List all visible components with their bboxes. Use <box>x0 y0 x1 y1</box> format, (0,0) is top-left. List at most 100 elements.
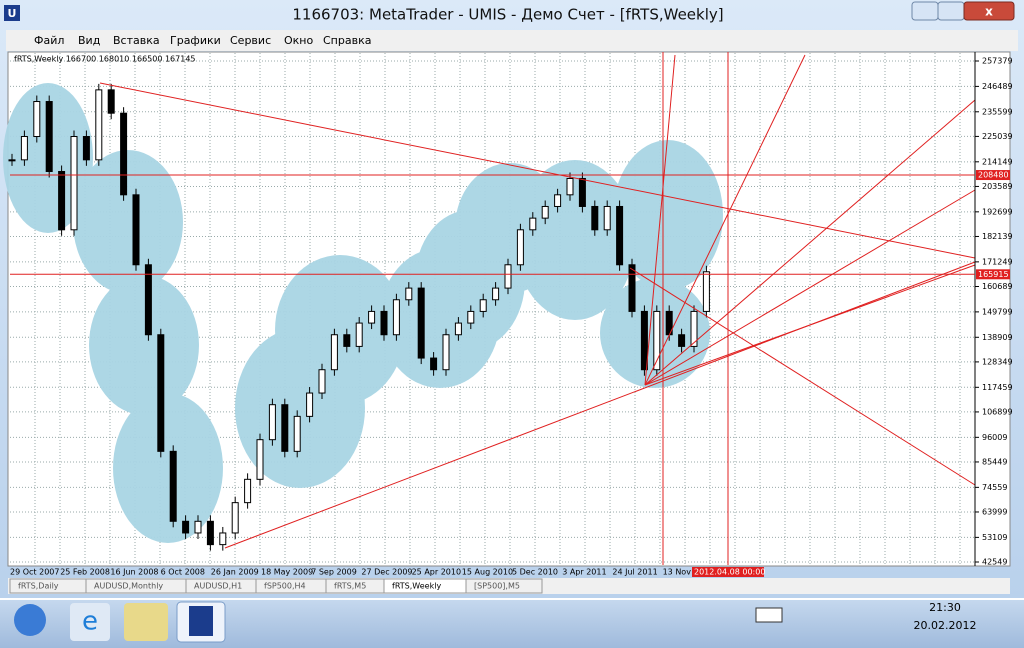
candle <box>653 310 661 371</box>
price-label: 171249 <box>982 257 1013 266</box>
ie-glyph: e <box>82 607 98 637</box>
tab-label: AUDUSD,H1 <box>194 582 242 591</box>
price-label: 106899 <box>982 407 1013 416</box>
candle <box>566 177 574 196</box>
tab-label: fRTS,Daily <box>18 582 59 591</box>
menu-item[interactable]: Файл <box>34 34 64 47</box>
menu-item[interactable]: Окно <box>284 34 313 47</box>
price-marker: 208480 <box>978 171 1009 180</box>
candle <box>454 322 462 336</box>
price-label: 225039 <box>982 132 1013 141</box>
ie-icon[interactable] <box>70 603 110 641</box>
price-label: 192699 <box>982 207 1013 216</box>
explorer-icon[interactable] <box>124 603 168 641</box>
candle <box>368 310 376 324</box>
app-icon-letter: U <box>8 7 17 20</box>
price-label: 74559 <box>982 483 1007 492</box>
chart-header: fRTS,Weekly 166700 168010 166500 167145 <box>14 55 196 64</box>
price-label: 63999 <box>982 507 1007 516</box>
candle <box>541 205 549 219</box>
menu-item[interactable]: Справка <box>323 34 371 47</box>
candle <box>330 334 338 371</box>
close-glyph: x <box>985 5 993 19</box>
price-marker: 165915 <box>978 270 1009 279</box>
candle <box>157 334 165 452</box>
date-label: 5 Dec 2010 <box>512 568 558 577</box>
candle <box>244 478 252 504</box>
window-controls: x <box>911 1 1015 21</box>
menu-item[interactable]: Графики <box>170 34 221 47</box>
candle <box>479 299 487 312</box>
price-label: 257379 <box>982 57 1013 66</box>
price-label: 128349 <box>982 357 1013 366</box>
date-label: 29 Oct 2007 <box>10 568 59 577</box>
candle <box>33 101 41 138</box>
candle <box>554 194 562 207</box>
price-label: 117459 <box>982 383 1013 392</box>
candle <box>417 287 425 359</box>
start-button[interactable] <box>14 604 46 636</box>
tab-label: AUDUSD,Monthly <box>94 582 163 591</box>
candle <box>405 287 413 301</box>
cursor-date-box <box>692 567 764 577</box>
candle <box>8 159 16 162</box>
candle <box>206 520 214 546</box>
menu-item[interactable]: Вид <box>78 34 101 47</box>
candle <box>95 89 103 161</box>
app-icon <box>4 5 20 21</box>
candle <box>430 357 438 371</box>
price-label: 182139 <box>982 232 1013 241</box>
menu-bar <box>6 30 1018 51</box>
price-label: 96009 <box>982 433 1007 442</box>
date-label: 15 Aug 2010 <box>462 568 513 577</box>
date-label: 27 Dec 2009 <box>361 568 412 577</box>
date-label: 6 Oct 2008 <box>161 568 205 577</box>
candle <box>578 177 586 207</box>
date-label: 25 Feb 2008 <box>60 568 110 577</box>
candle <box>343 334 351 347</box>
candle <box>640 310 648 371</box>
close-button[interactable] <box>963 1 1015 21</box>
date-label: 25 Apr 2010 <box>412 568 461 577</box>
price-label: 246489 <box>982 82 1013 91</box>
trend-lines <box>99 52 976 565</box>
date-label: 3 Apr 2011 <box>562 568 606 577</box>
candle <box>182 520 190 534</box>
candle <box>20 136 28 161</box>
tab[interactable] <box>465 578 543 594</box>
candle <box>219 532 227 546</box>
price-label: 42549 <box>982 558 1007 567</box>
candle <box>516 229 524 266</box>
candle <box>690 310 698 347</box>
price-marker-box <box>976 269 1010 280</box>
date-label: 13 Nov <box>663 568 692 577</box>
tab-label: fSP500,H4 <box>264 582 306 591</box>
candle <box>616 205 624 266</box>
price-label: 160689 <box>982 282 1013 291</box>
menu-item[interactable]: Сервис <box>230 34 271 47</box>
date-label: 16 Jun 2008 <box>110 568 158 577</box>
candle <box>231 502 239 534</box>
clock-time[interactable]: 21:30 <box>929 601 961 614</box>
candle <box>467 310 475 324</box>
date-label: 7 Sep 2009 <box>311 568 357 577</box>
minimize-button[interactable] <box>911 1 939 21</box>
maximize-button[interactable] <box>937 1 965 21</box>
price-label: 138909 <box>982 333 1013 342</box>
menu-item[interactable]: Вставка <box>113 34 160 47</box>
price-label: 85449 <box>982 457 1007 466</box>
candle <box>492 287 500 301</box>
clock-date[interactable]: 20.02.2012 <box>914 619 977 632</box>
cursor-date: 2012.04.08 00:00 <box>694 568 765 577</box>
price-label: 214149 <box>982 157 1013 166</box>
candle <box>144 264 152 336</box>
candle <box>132 194 140 266</box>
candle <box>120 112 128 196</box>
keyboard-icon[interactable] <box>755 607 783 623</box>
price-label: 149799 <box>982 307 1013 316</box>
metatrader-icon <box>189 606 213 636</box>
candle <box>702 271 710 312</box>
tab-label: fRTS,Weekly <box>392 582 441 591</box>
price-label: 53109 <box>982 533 1007 542</box>
circles <box>3 83 723 543</box>
